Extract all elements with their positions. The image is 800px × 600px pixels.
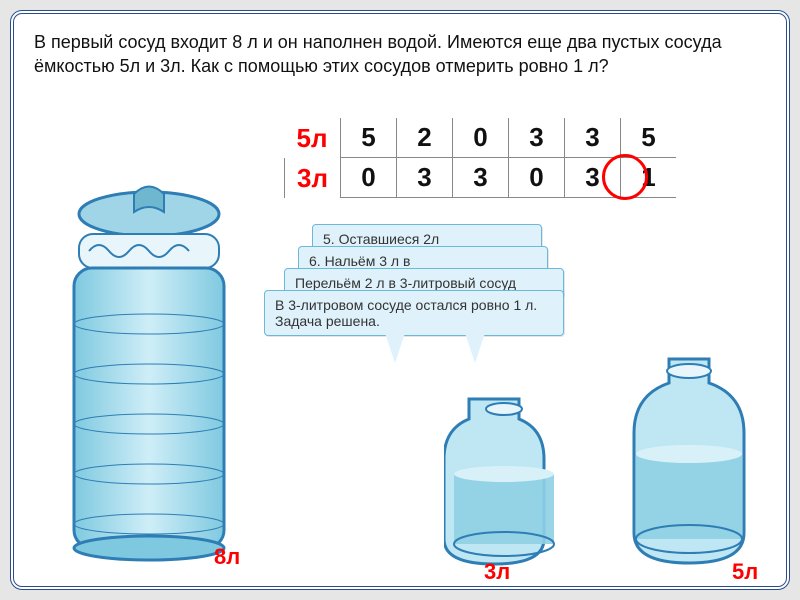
cell: 3 xyxy=(396,158,452,198)
cell: 3 xyxy=(508,118,564,158)
solution-table: 5л 5 2 0 3 3 5 3л 0 3 3 0 3 1 xyxy=(284,118,676,198)
vessel-5l-label: 5л xyxy=(732,559,758,585)
main-frame: В первый сосуд входит 8 л и он наполнен … xyxy=(10,10,790,590)
cell: 0 xyxy=(452,118,508,158)
step-bubble: В 3-литровом сосуде остался ровно 1 л. З… xyxy=(264,290,564,336)
cell: 3 xyxy=(452,158,508,198)
cell: 3 xyxy=(564,118,620,158)
bubble-text: Перельём 2 л в 3-литровый сосуд xyxy=(295,275,516,291)
bubble-text: В 3-литровом сосуде остался ровно 1 л. З… xyxy=(275,297,537,329)
vessel-8l-label: 8л xyxy=(214,544,240,570)
cell: 0 xyxy=(340,158,396,198)
cell: 3 xyxy=(564,158,620,198)
cell: 5 xyxy=(620,118,676,158)
row-5l-label: 5л xyxy=(284,118,340,158)
vessel-3l-label: 3л xyxy=(484,559,510,585)
row-3l-label: 3л xyxy=(284,158,340,198)
cell: 2 xyxy=(396,118,452,158)
vessel-5l-icon xyxy=(614,354,764,574)
problem-text: В первый сосуд входит 8 л и он наполнен … xyxy=(34,30,774,79)
cell: 0 xyxy=(508,158,564,198)
cell: 5 xyxy=(340,118,396,158)
cell: 1 xyxy=(620,158,676,198)
vessel-3l-icon xyxy=(444,394,564,574)
bubble-text: 5. Оставшиеся 2л xyxy=(323,231,439,247)
bubble-text: 6. Нальём 3 л в xyxy=(309,253,410,269)
vessel-8l-icon xyxy=(54,184,244,574)
